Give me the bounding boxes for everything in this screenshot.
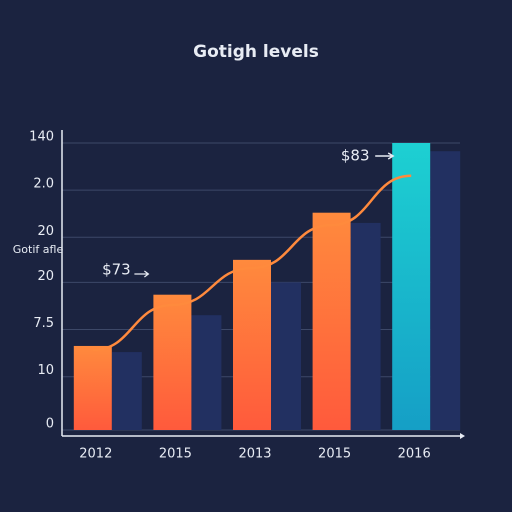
y-axis-label: Gotif afle xyxy=(13,243,64,256)
y-tick-label: 7.5 xyxy=(33,316,54,331)
annotation: $83 xyxy=(341,147,370,165)
y-tick-label: 140 xyxy=(29,130,54,145)
bar xyxy=(233,259,271,430)
bar xyxy=(350,222,381,430)
y-tick-label: 0 xyxy=(46,417,54,432)
x-tick-label: 2016 xyxy=(398,447,431,462)
x-tick-label: 2015 xyxy=(159,447,192,462)
bar xyxy=(73,345,112,430)
bar xyxy=(392,143,431,430)
bar xyxy=(271,282,301,430)
y-tick-label: 20 xyxy=(37,224,54,239)
y-tick-label: 20 xyxy=(37,269,54,284)
bar xyxy=(312,212,351,430)
bar xyxy=(111,352,142,430)
x-axis-arrow xyxy=(460,433,465,439)
y-tick-label: 10 xyxy=(37,363,54,378)
trend-line xyxy=(92,174,412,352)
x-tick-label: 2012 xyxy=(79,447,112,462)
annotation-arrow xyxy=(134,270,150,278)
x-tick-label: 2015 xyxy=(318,447,351,462)
bar xyxy=(430,151,461,430)
annotation: $73 xyxy=(102,261,131,279)
x-tick-label: 2013 xyxy=(238,447,271,462)
chart-title: Gotigh levels xyxy=(193,42,319,62)
annotation-arrow xyxy=(375,152,395,160)
bar xyxy=(191,315,222,430)
y-tick-label: 2.0 xyxy=(33,177,54,192)
bar xyxy=(153,294,192,430)
